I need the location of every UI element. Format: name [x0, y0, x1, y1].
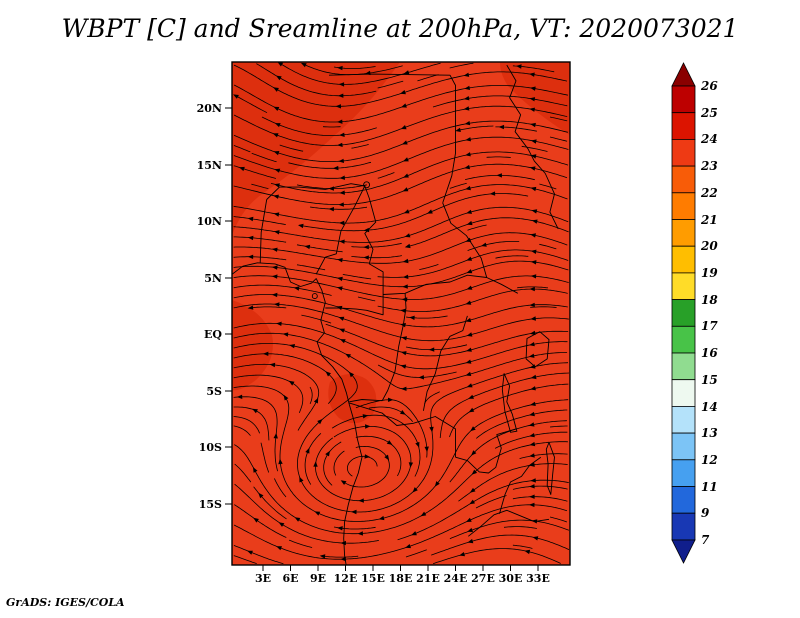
streamlines-layer: [233, 62, 570, 565]
y-tick-label: EQ: [204, 328, 222, 341]
y-tick-label: 15S: [199, 498, 222, 511]
x-tick-label: 24E: [444, 572, 468, 585]
colorbar-segment: [671, 138, 696, 167]
x-axis: 3E 6E 9E 12E 15E 18E 21E 24E 27E 30E 33E: [255, 565, 550, 585]
y-tick-label: 10S: [199, 441, 222, 454]
x-tick-label: 18E: [389, 572, 413, 585]
colorbar-label: 7: [701, 533, 710, 547]
colorbar-label: 12: [701, 453, 718, 467]
colorbar-segment: [671, 272, 696, 300]
figure-title: WBPT [C] and Sreamline at 200hPa, VT: 20…: [61, 14, 739, 43]
grads-credit: GrADS: IGES/COLA: [6, 596, 125, 609]
x-tick-label: 33E: [526, 572, 550, 585]
colorbar-label: 17: [701, 319, 718, 333]
temperature-patches: [232, 62, 570, 424]
colorbar-label: 14: [701, 400, 718, 414]
y-tick-label: 20N: [197, 102, 222, 115]
y-tick-label: 15N: [197, 159, 222, 172]
colorbar-segment: [671, 352, 696, 381]
y-tick-label: 5N: [204, 272, 222, 285]
coastline-borders-layer: [232, 64, 559, 565]
colorbar-segment: [671, 512, 696, 541]
colorbar-segment: [671, 192, 696, 220]
colorbar-segment: [671, 432, 696, 461]
colorbar: 26 25 24 23 22 21 20 19 18 17 16 15 14 1…: [671, 62, 718, 564]
colorbar-segment: [671, 379, 696, 407]
colorbar-bottom-arrow: [671, 539, 696, 564]
colorbar-label: 23: [700, 159, 718, 173]
colorbar-label: 13: [701, 426, 718, 440]
x-tick-label: 6E: [282, 572, 298, 585]
y-axis: 20N 15N 10N 5N EQ 5S 10S 15S: [197, 102, 232, 511]
y-tick-label: 5S: [206, 385, 222, 398]
colorbar-label: 26: [700, 79, 718, 93]
colorbar-top-arrow: [671, 62, 696, 87]
x-tick-label: 12E: [334, 572, 358, 585]
colorbar-label: 20: [700, 239, 718, 253]
colorbar-segment: [671, 112, 696, 140]
colorbar-segment: [671, 245, 696, 274]
colorbar-label: 25: [700, 106, 718, 120]
x-tick-label: 15E: [361, 572, 385, 585]
x-tick-label: 30E: [499, 572, 523, 585]
colorbar-label: 16: [701, 346, 718, 360]
x-tick-label: 3E: [255, 572, 271, 585]
colorbar-segment: [671, 219, 696, 247]
colorbar-segment: [671, 486, 696, 514]
colorbar-segment: [671, 325, 696, 354]
colorbar-label: 9: [701, 506, 710, 520]
colorbar-label: 24: [700, 132, 718, 146]
colorbar-segment: [671, 459, 696, 487]
y-tick-label: 10N: [197, 215, 222, 228]
x-tick-label: 27E: [471, 572, 495, 585]
colorbar-label: 21: [700, 213, 718, 227]
colorbar-label: 19: [701, 266, 718, 280]
colorbar-segment: [671, 299, 696, 327]
x-tick-label: 9E: [310, 572, 326, 585]
colorbar-segment: [671, 85, 696, 114]
colorbar-label: 15: [701, 373, 718, 387]
colorbar-segment: [671, 405, 696, 434]
colorbar-label: 22: [700, 186, 718, 200]
colorbar-segment: [671, 165, 696, 194]
x-tick-label: 21E: [416, 572, 440, 585]
colorbar-label: 18: [701, 293, 718, 307]
colorbar-label: 11: [701, 480, 718, 494]
